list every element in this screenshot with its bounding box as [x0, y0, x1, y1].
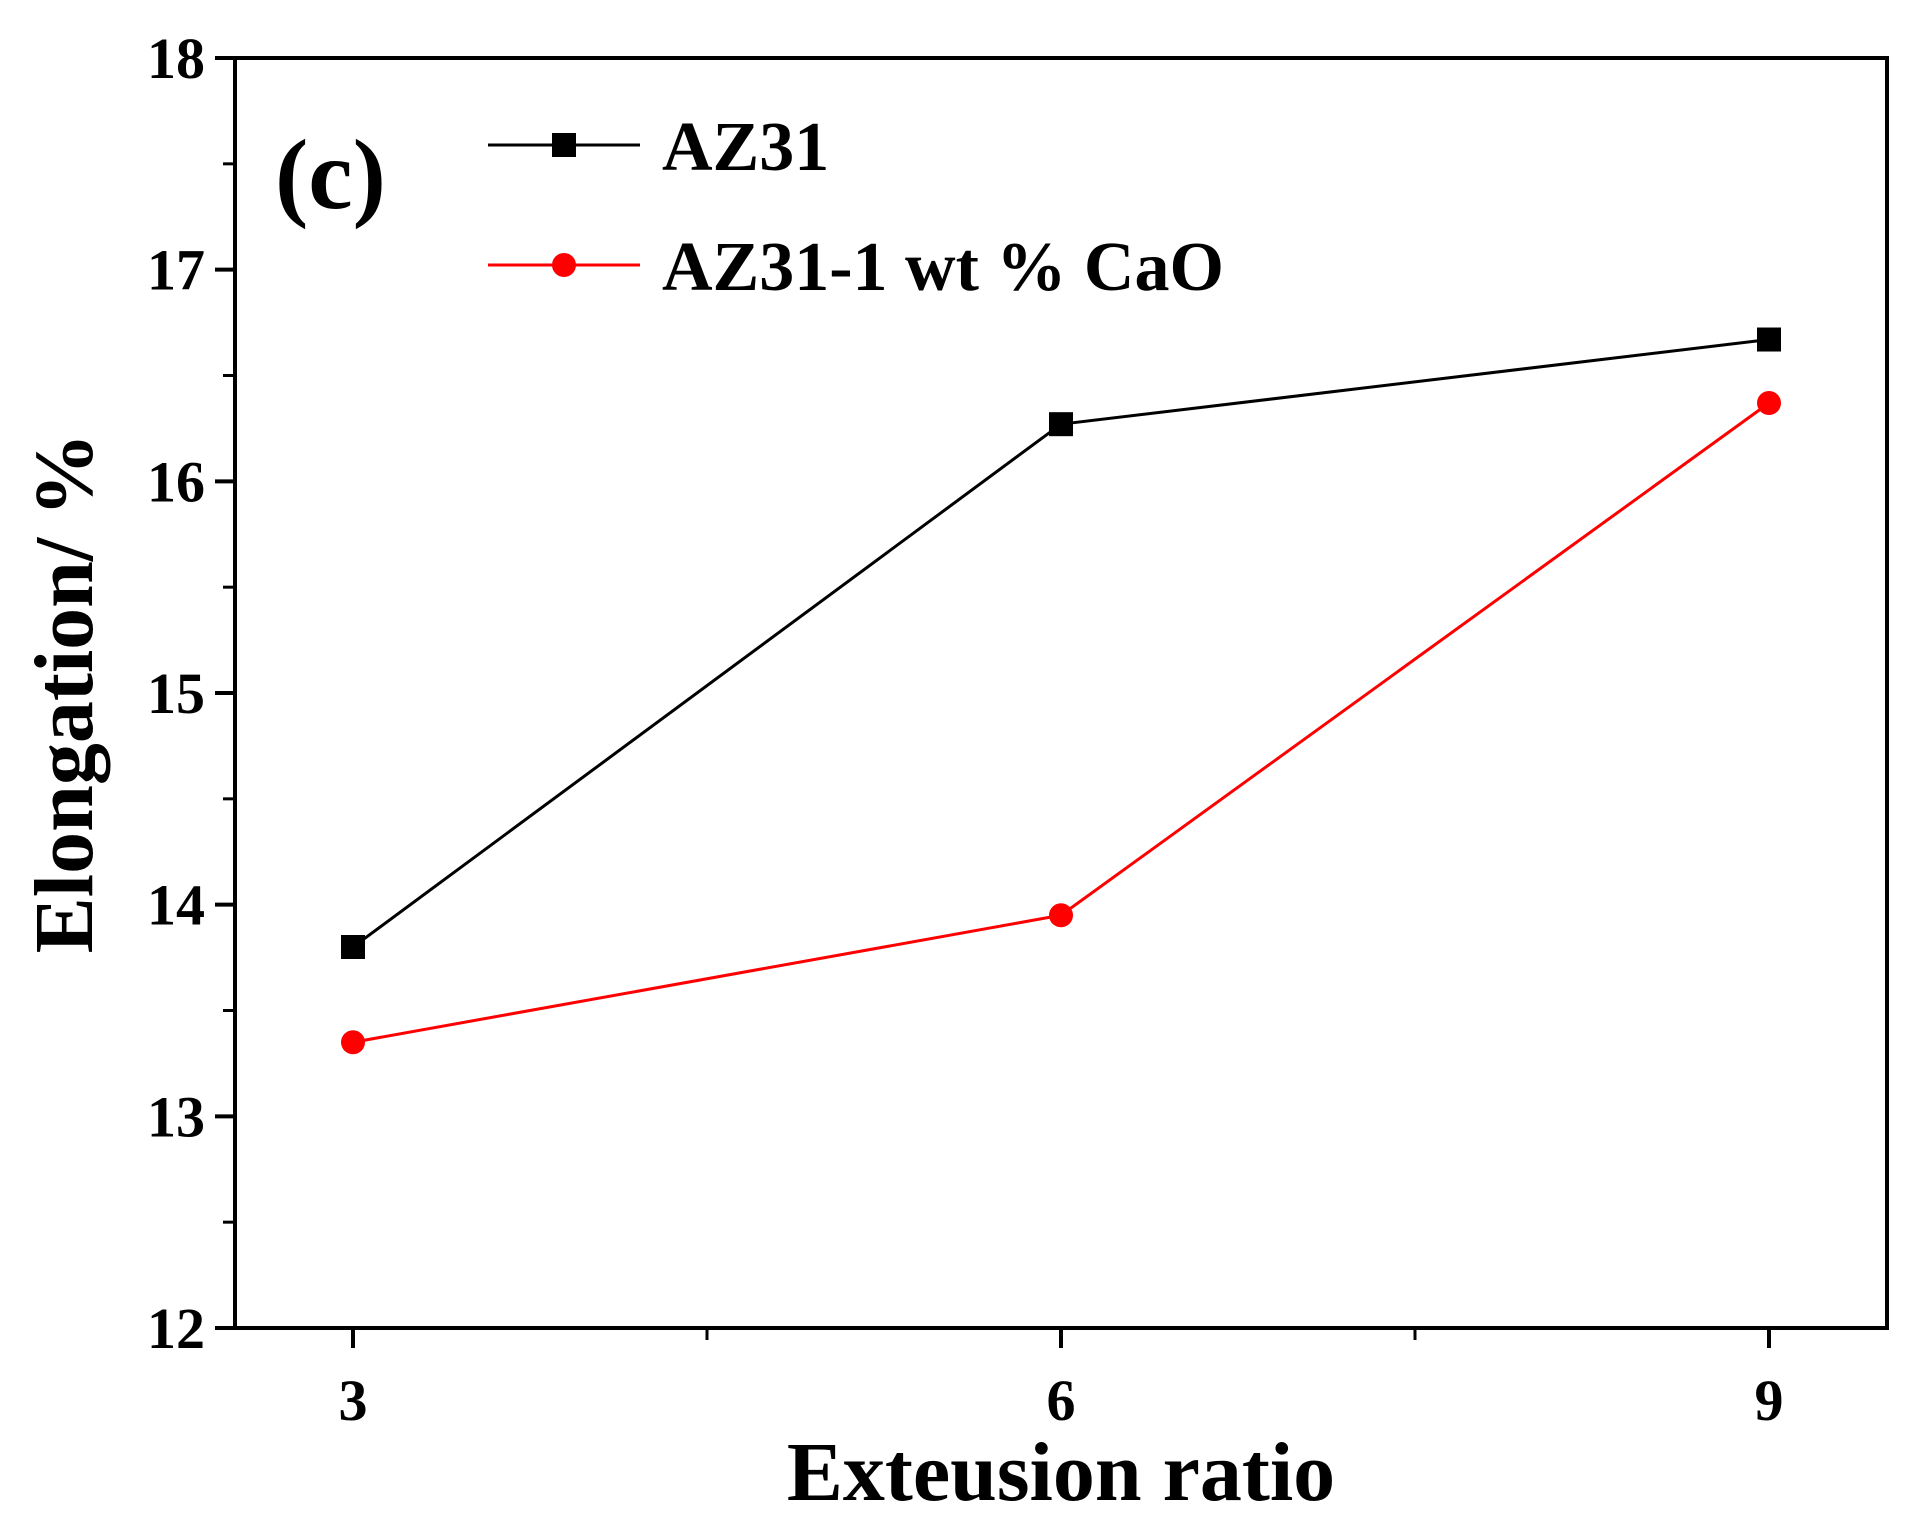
- data-point-0-0: [341, 935, 365, 959]
- y-tick-label: 18: [147, 26, 205, 91]
- series-line-1: [352, 401, 1770, 1044]
- x-tick-label: 9: [1755, 1368, 1784, 1433]
- legend-marker-az31: [552, 133, 576, 157]
- data-point-1-2: [1757, 391, 1781, 416]
- x-tick-label: 6: [1047, 1368, 1076, 1433]
- y-axis: 12 13 14 15 16 17 18: [147, 26, 235, 1361]
- x-tick-label: 3: [339, 1368, 368, 1433]
- data-point-1-1: [1049, 903, 1073, 928]
- y-tick-label: 16: [147, 449, 205, 514]
- y-tick-label: 13: [147, 1084, 205, 1149]
- data-point-1-0: [341, 1030, 365, 1055]
- panel-label: (c): [275, 119, 386, 230]
- legend: AZ31 AZ31-1 wt % CaO: [488, 109, 1224, 306]
- x-axis-title: Exteusion ratio: [787, 1426, 1335, 1517]
- data-point-0-1: [1049, 412, 1073, 437]
- legend-label-az31-cao: AZ31-1 wt % CaO: [662, 229, 1224, 306]
- y-tick-label: 17: [147, 238, 205, 303]
- legend-marker-az31-cao: [552, 253, 576, 277]
- y-tick-label: 12: [147, 1296, 205, 1361]
- y-axis-title: Elongation/ %: [18, 433, 111, 953]
- legend-label-az31: AZ31: [662, 109, 829, 186]
- x-axis: 3 6 9: [339, 1328, 1784, 1433]
- series-layer: [341, 327, 1781, 1055]
- data-point-0-2: [1757, 327, 1781, 352]
- y-tick-label: 14: [147, 873, 205, 938]
- y-tick-label: 15: [147, 661, 205, 726]
